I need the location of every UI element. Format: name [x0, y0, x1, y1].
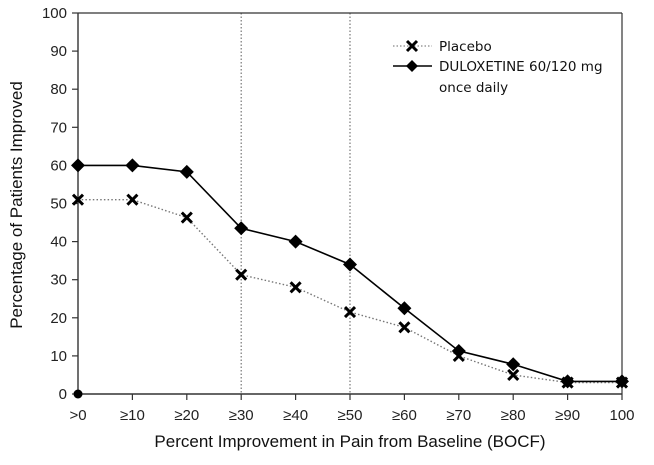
placebo-point	[71, 193, 85, 206]
duloxetine-point	[288, 234, 303, 249]
placebo-point	[235, 268, 248, 281]
duloxetine-point	[506, 357, 521, 372]
x-tick-label: ≥40	[283, 407, 308, 424]
y-tick-label: 0	[59, 386, 67, 403]
y-tick-label: 60	[50, 157, 67, 174]
duloxetine-point	[125, 158, 140, 173]
x-tick-label: 100	[609, 407, 634, 424]
origin-marker	[73, 389, 83, 399]
y-tick-label: 100	[42, 5, 67, 22]
duloxetine-point	[615, 374, 629, 389]
legend-label-duloxetine-line2: once daily	[439, 80, 508, 96]
x-tick-label: ≥50	[338, 407, 363, 424]
y-tick-label: 90	[50, 43, 67, 60]
series-line-placebo	[78, 198, 622, 384]
y-tick-label: 80	[50, 81, 67, 98]
x-tick-label: ≥70	[446, 407, 471, 424]
x-tick-label: ≥20	[174, 407, 199, 424]
placebo-point	[343, 306, 357, 319]
duloxetine-point	[397, 301, 412, 316]
placebo-point	[398, 321, 411, 334]
x-axis-title: Percent Improvement in Pain from Baselin…	[154, 432, 545, 451]
legend-duloxetine-diamond-marker-icon	[406, 60, 418, 72]
duloxetine-point	[234, 221, 249, 236]
duloxetine-point	[179, 164, 194, 179]
legend: Placebo DULOXETINE 60/120 mg once daily	[393, 39, 603, 96]
y-tick-label: 10	[50, 348, 67, 365]
placebo-point	[180, 211, 193, 224]
duloxetine-point	[343, 257, 357, 272]
duloxetine-point	[560, 374, 575, 389]
placebo-point	[507, 368, 520, 382]
y-tick-label: 20	[50, 310, 67, 327]
x-tick-label: ≥80	[501, 407, 526, 424]
placebo-point	[126, 193, 139, 206]
y-tick-label: 70	[50, 119, 67, 136]
y-tick-label: 40	[50, 234, 67, 251]
x-tick-label: ≥90	[555, 407, 580, 424]
legend-label-duloxetine-line1: DULOXETINE 60/120 mg	[439, 59, 603, 75]
legend-placebo-x-marker-icon	[405, 39, 419, 53]
x-tick-label: ≥30	[229, 407, 254, 424]
legend-label-placebo: Placebo	[439, 39, 492, 55]
y-tick-label: 30	[50, 272, 67, 289]
duloxetine-point	[71, 158, 85, 173]
placebo-point	[289, 281, 302, 294]
x-tick-label: ≥10	[120, 407, 145, 424]
y-tick-label: 50	[50, 196, 67, 213]
x-tick-label: ≥60	[392, 407, 417, 424]
duloxetine-point	[451, 343, 466, 358]
y-axis-title: Percentage of Patients Improved	[7, 81, 26, 329]
x-tick-label: >0	[69, 407, 86, 424]
